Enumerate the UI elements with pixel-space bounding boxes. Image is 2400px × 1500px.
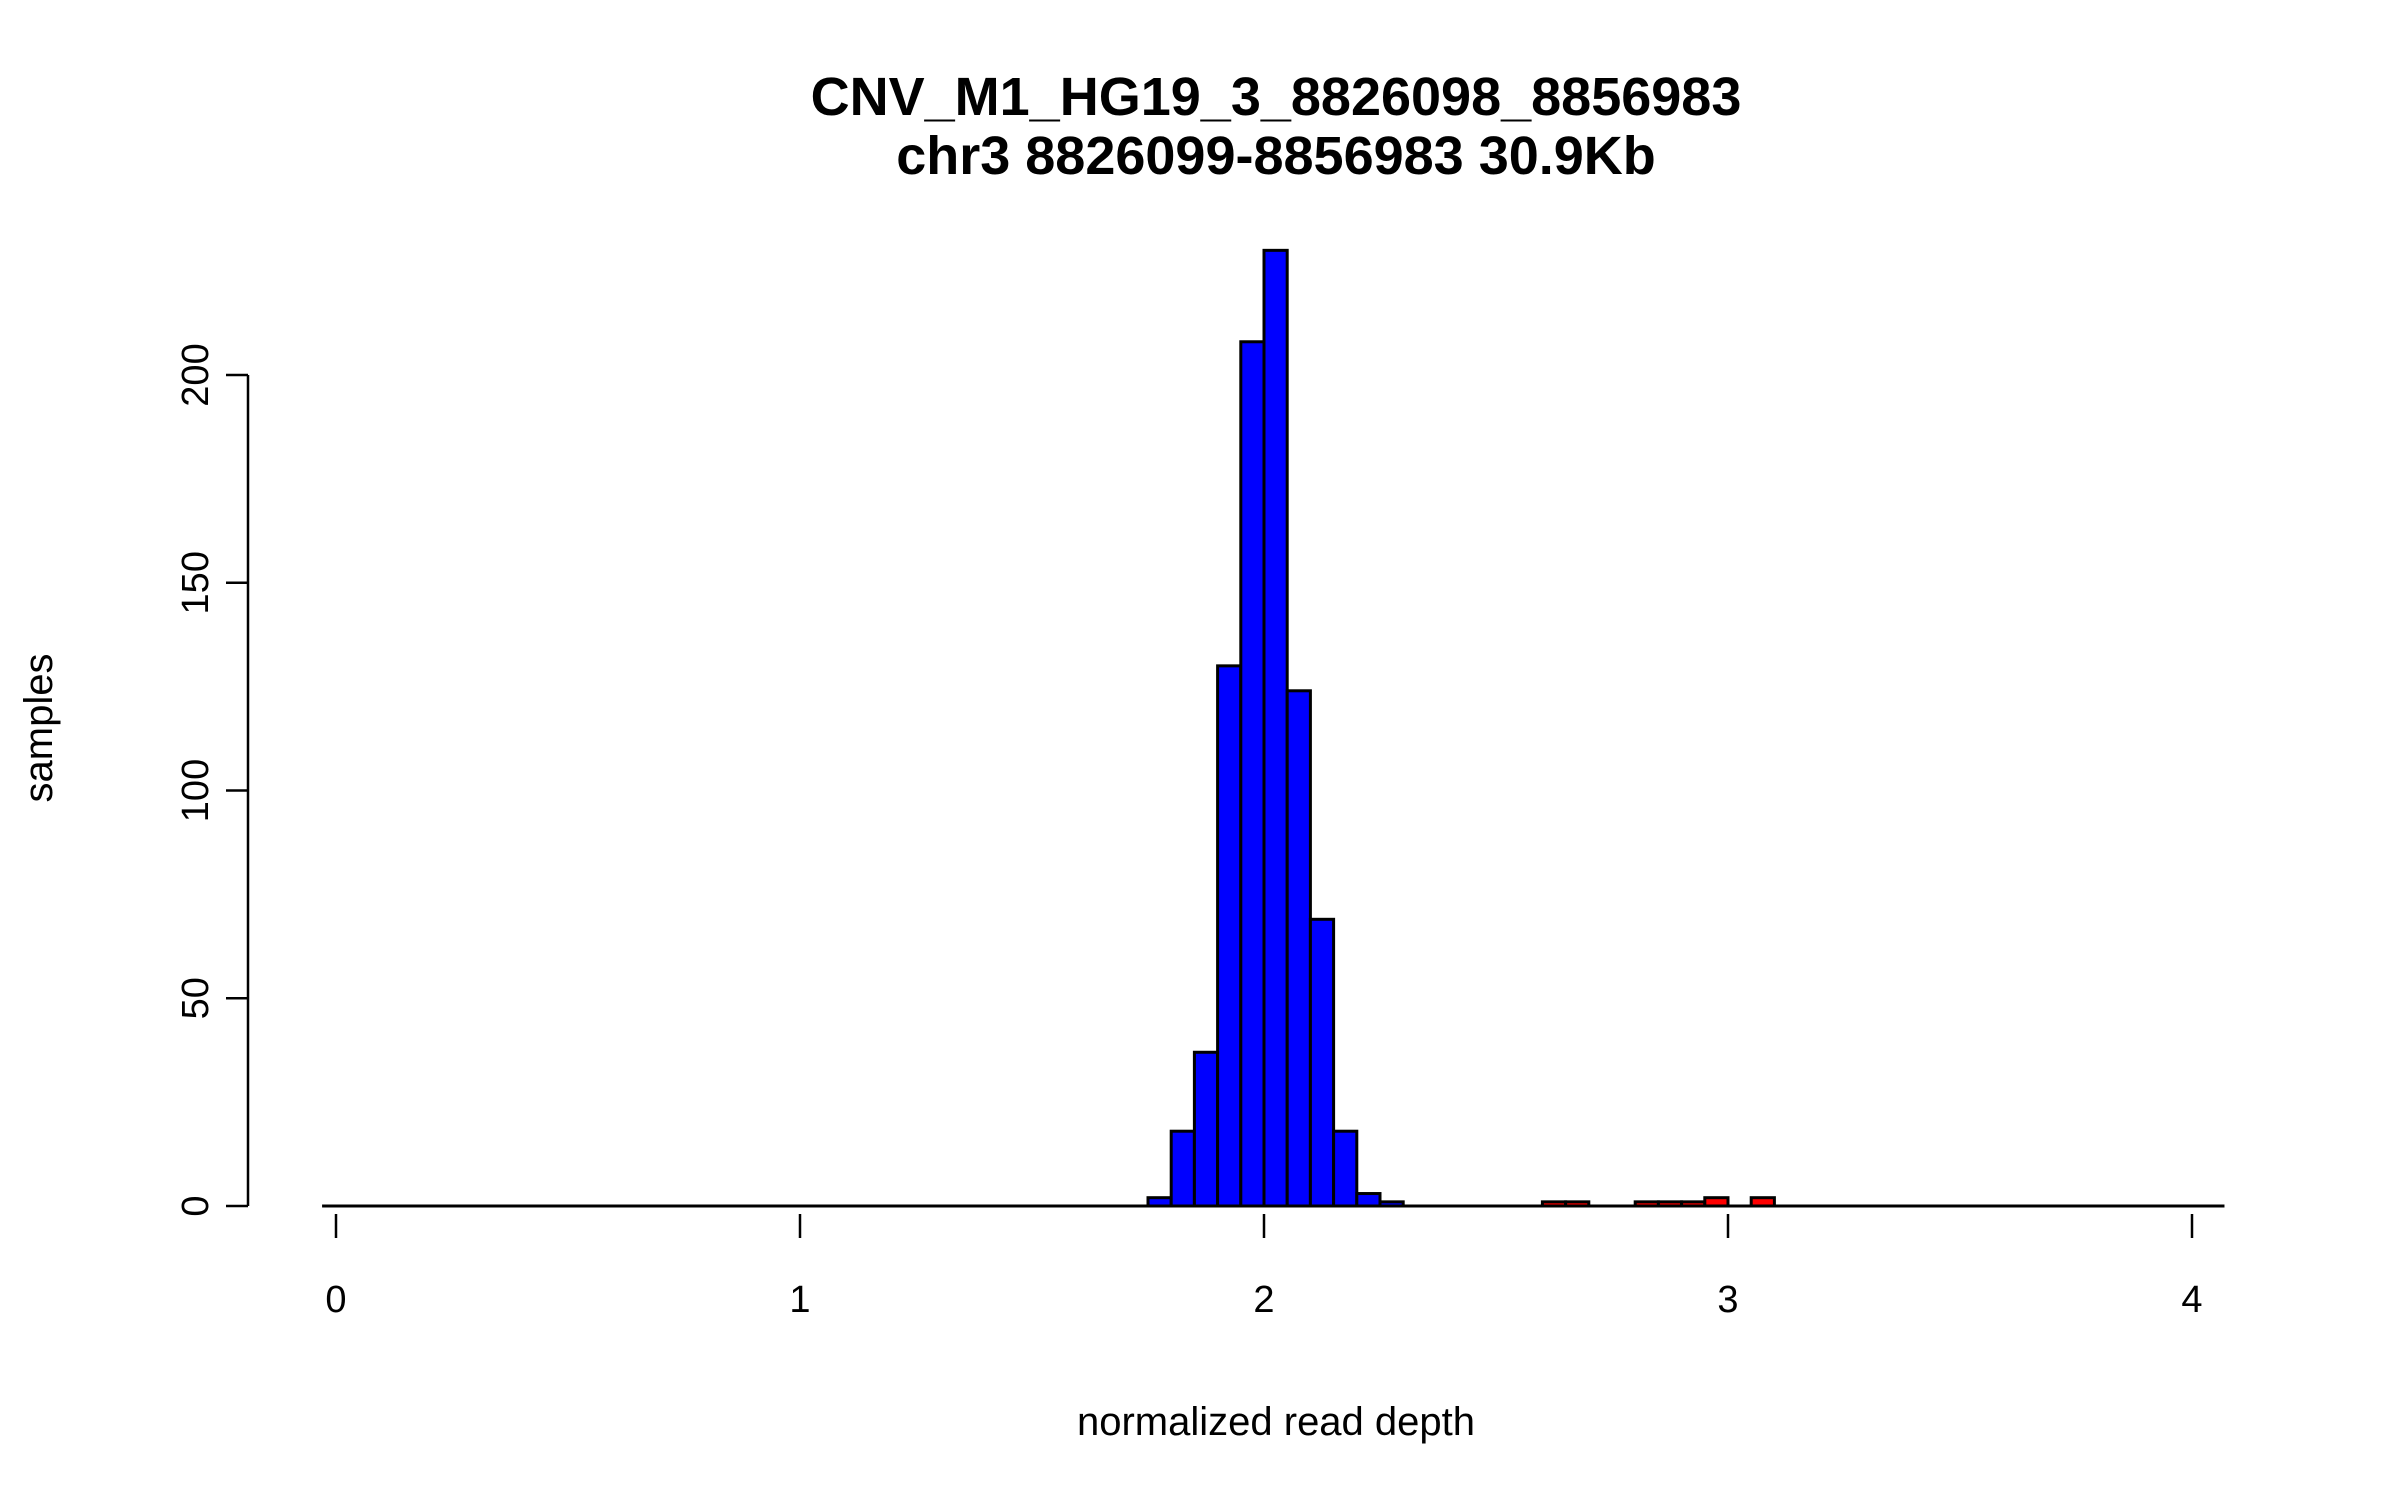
y-axis-label: samples <box>17 654 61 803</box>
x-axis: 0 1 2 3 4 <box>325 1214 2203 1321</box>
x-tick-label: 2 <box>1253 1279 1274 1321</box>
bar-normal-7 <box>1308 917 1336 1208</box>
bar-normal-9 <box>1355 1192 1382 1208</box>
y-tick-label: 0 <box>175 1195 217 1216</box>
y-axis: 0 50 100 150 200 <box>175 343 250 1217</box>
y-tick-label: 50 <box>175 977 217 1019</box>
bar-normal-2 <box>1192 1050 1220 1208</box>
bar-normal-6 <box>1285 689 1312 1208</box>
bar-normal-1 <box>1169 1129 1196 1208</box>
x-tick-label: 4 <box>2181 1279 2202 1321</box>
bar-normal-8 <box>1332 1129 1359 1208</box>
bars-group <box>1146 248 1776 1208</box>
x-tick-label: 3 <box>1717 1279 1738 1321</box>
x-tick-label: 1 <box>789 1279 810 1321</box>
y-tick-label: 150 <box>175 551 217 614</box>
x-tick-label: 0 <box>325 1279 346 1321</box>
chart-title: CNV_M1_HG19_3_8826098_8856983 <box>811 67 1742 127</box>
bar-normal-5 <box>1262 248 1289 1208</box>
x-axis-label: normalized read depth <box>1077 1400 1475 1444</box>
y-tick-label: 100 <box>175 759 217 822</box>
bar-normal-4 <box>1239 340 1266 1208</box>
bar-normal-3 <box>1216 664 1243 1208</box>
y-tick-label: 200 <box>175 343 217 406</box>
chart-subtitle: chr3 8826099-8856983 30.9Kb <box>896 126 1656 186</box>
